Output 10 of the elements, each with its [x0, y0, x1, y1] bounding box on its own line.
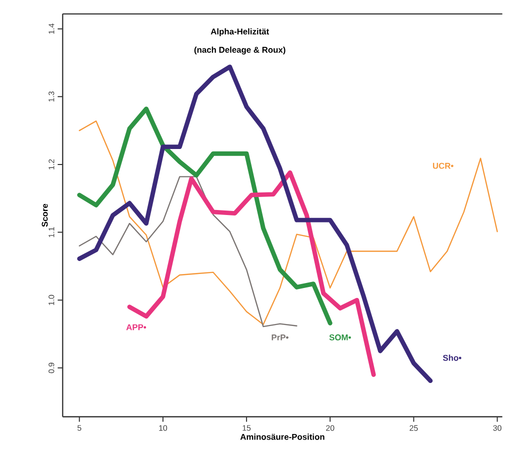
text: UCR•	[432, 163, 454, 170]
series-label: PrP•	[272, 334, 288, 341]
x-axis-title: Aminosäure-Position	[240, 434, 324, 440]
y-axis-title: Score	[42, 204, 48, 228]
line-series	[127, 170, 376, 378]
text: (nach Deleage & Roux)	[194, 46, 286, 55]
text: Alpha-Helizität	[210, 28, 270, 36]
series-label: APP•	[126, 324, 146, 330]
series-label: SOM•	[329, 334, 351, 341]
text: Sho•	[442, 354, 462, 362]
